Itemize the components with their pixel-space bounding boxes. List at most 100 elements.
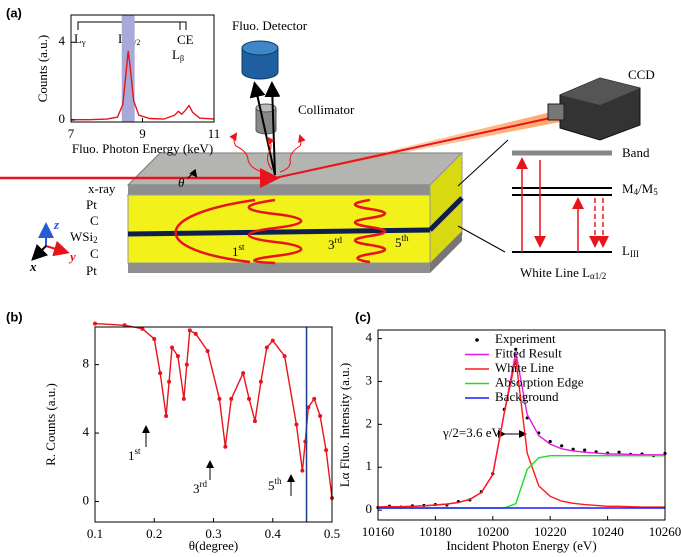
ccd-label: CCD [628,67,655,82]
annotation: 3rd [193,479,207,496]
x-tick-label: 10200 [477,524,510,539]
detector-label: Fluo. Detector [232,18,308,33]
data-point [300,469,304,473]
data-point [170,346,174,350]
y-tick-label: 3 [366,372,373,387]
annotation: γ/2=3.6 eV [442,425,501,440]
y-tick-label: 2 [366,415,373,430]
x-tick-label: 0.5 [324,526,340,541]
figure: (a) (b) (c) x-ray θ Fluo. Detector Colli… [0,0,681,557]
data-point [560,444,563,447]
series-line [71,51,214,120]
axis-letter: y [68,249,76,264]
legend-label: Background [495,389,559,404]
data-point [217,397,221,401]
legend-marker [475,338,479,342]
data-point [241,371,245,375]
data-point [182,397,186,401]
y-axis-label: Counts (a.u.) [35,35,50,103]
data-point [188,328,192,332]
layer-label: Pt [86,197,97,212]
data-point [294,423,298,427]
data-point [164,414,168,418]
y-tick-label: 1 [366,458,373,473]
data-point [271,339,275,343]
y-axis-label: Lα Fluo. Intensity (a.u.) [337,363,352,488]
x-tick-label: 0.4 [265,526,282,541]
axis-letter: x [29,259,37,274]
data-point [247,397,251,401]
y-tick-label: 8 [83,356,90,371]
axis-arrow [34,246,46,258]
angle-label: θ [178,175,185,190]
series-line [95,324,332,499]
data-point [152,337,156,341]
x-axis-label: θ(degree) [189,538,239,553]
data-point [158,371,162,375]
peak-label: Lγ [74,31,86,47]
annotation: 1st [128,446,141,463]
level-label: LIII [622,243,639,259]
x-tick-label: 10160 [362,524,395,539]
data-point [312,397,316,401]
collimator-label: Collimator [298,102,355,117]
beam-label: x-ray [88,181,116,196]
layer-label: C [90,213,99,228]
data-point [259,380,263,384]
legend-label: Fitted Result [495,345,562,360]
data-point [93,322,97,326]
legend-label: Experiment [495,331,556,346]
x-tick-label: 10260 [649,524,681,539]
x-tick-label: 10240 [591,524,624,539]
axis-arrow [46,246,66,252]
peak-label: CE [177,32,194,47]
zoom-line [458,140,508,186]
multilayer [128,153,462,273]
data-point [185,363,189,367]
y-tick-label: 4 [59,33,66,48]
data-point [265,346,269,350]
y-tick-label: 0 [83,492,90,507]
y-tick-label: 0 [366,501,373,516]
data-point [229,397,233,401]
peak-label: Lβ [172,47,184,63]
annotation: 5th [268,476,282,493]
data-point [194,332,198,336]
x-axis-label: Incident Photon Energy (eV) [446,538,596,553]
highlight-band [122,15,135,122]
data-point [318,414,322,418]
zoom-line [458,226,505,252]
data-point [176,354,180,358]
data-point [167,380,171,384]
data-point [223,445,227,449]
y-tick-label: 4 [366,330,373,345]
x-axis-label: Fluo. Photon Energy (keV) [72,141,213,156]
x-tick-label: 9 [139,126,146,141]
x-tick-label: 11 [208,126,221,141]
x-tick-label: 10180 [419,524,452,539]
x-tick-label: 0.2 [146,526,162,541]
axis-letter: z [53,217,60,232]
level-label: Band [622,145,650,160]
y-axis-label: R. Counts (a.u.) [43,383,58,466]
data-point [253,419,257,423]
ccd [548,78,640,140]
legend-label: White Line [495,360,554,375]
panel-label: (a) [6,5,22,20]
layer-label: C [90,246,99,261]
layer-label: Pt [86,263,97,278]
y-tick-label: 0 [59,111,66,126]
data-point [206,349,210,353]
panel-label: (b) [6,309,23,324]
detector [242,41,278,79]
x-tick-label: 0.1 [87,526,103,541]
transition-label: White Line Lα1/2 [520,265,606,281]
x-tick-label: 10220 [534,524,567,539]
data-point [583,448,586,451]
series-line [378,456,665,508]
y-tick-label: 4 [83,424,90,439]
legend-label: Absorption Edge [495,374,584,389]
level-label: M4/M5 [622,181,658,197]
layer-label: WSi2 [70,229,98,245]
panel-label: (c) [355,309,371,324]
